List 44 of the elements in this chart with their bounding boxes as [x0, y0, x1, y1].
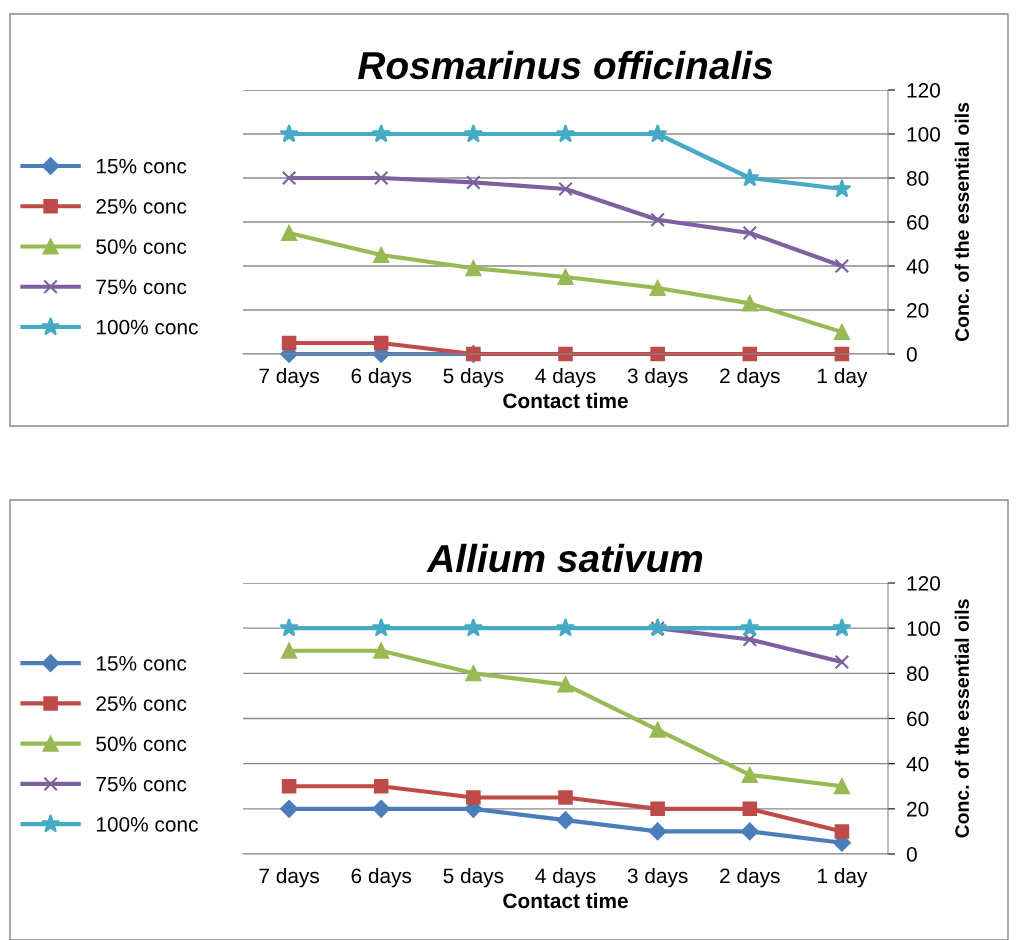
y-tick-label: 0	[906, 847, 917, 862]
y-tick-label: 40	[906, 756, 929, 772]
y-tick-label: 20	[907, 801, 929, 817]
legend-label: 100% conc	[96, 319, 198, 335]
y-axis-title: Conc. of the essential oils	[954, 102, 969, 342]
chart-title: Allium sativum	[426, 543, 703, 573]
y-tick-label: 80	[906, 171, 929, 186]
y-tick-label: 80	[906, 666, 929, 682]
x-tick-label: 3 days	[627, 367, 688, 388]
legend-label: 25% conc	[96, 696, 187, 711]
chart-title: Rosmarinus officinalis	[358, 50, 773, 80]
x-tick-label: 1 day	[818, 367, 868, 388]
x-tick-label: 6 days	[351, 367, 412, 388]
legend-label: 100% conc	[96, 816, 198, 832]
x-tick-label: 3 days	[627, 867, 688, 888]
y-tick-label: 60	[907, 711, 929, 727]
x-tick-label: 5 days	[443, 367, 504, 388]
y-tick-label: 100	[907, 621, 940, 636]
legend-label: 15% conc	[96, 656, 187, 671]
x-tick-label: 1 day	[818, 867, 868, 888]
y-tick-label: 40	[906, 259, 929, 274]
y-tick-label: 20	[907, 303, 929, 318]
x-axis-title: Contact time	[503, 392, 628, 409]
legend-label: 50% conc	[96, 736, 187, 752]
x-axis-title: Contact time	[503, 892, 628, 909]
x-tick-label: 6 days	[351, 867, 412, 888]
y-tick-label: 0	[906, 347, 917, 362]
x-tick-label: 2 days	[720, 867, 780, 888]
legend-label: 75% conc	[96, 776, 187, 792]
x-tick-label: 5 days	[443, 867, 504, 888]
y-tick-label: 60	[907, 215, 929, 230]
y-tick-label: 100	[907, 127, 940, 142]
y-tick-label: 120	[907, 83, 940, 98]
x-tick-label: 4 days	[535, 367, 596, 388]
x-tick-label: 7 days	[259, 867, 320, 888]
legend-label: 50% conc	[96, 239, 187, 254]
legend-label: 75% conc	[96, 279, 187, 295]
x-tick-label: 2 days	[720, 367, 780, 388]
x-tick-label: 4 days	[535, 867, 596, 888]
y-axis-title: Conc. of the essential oils	[954, 599, 969, 838]
legend-label: 15% conc	[96, 158, 187, 174]
x-tick-label: 7 days	[259, 367, 320, 388]
legend-label: 25% conc	[96, 198, 187, 214]
y-tick-label: 120	[907, 576, 940, 591]
